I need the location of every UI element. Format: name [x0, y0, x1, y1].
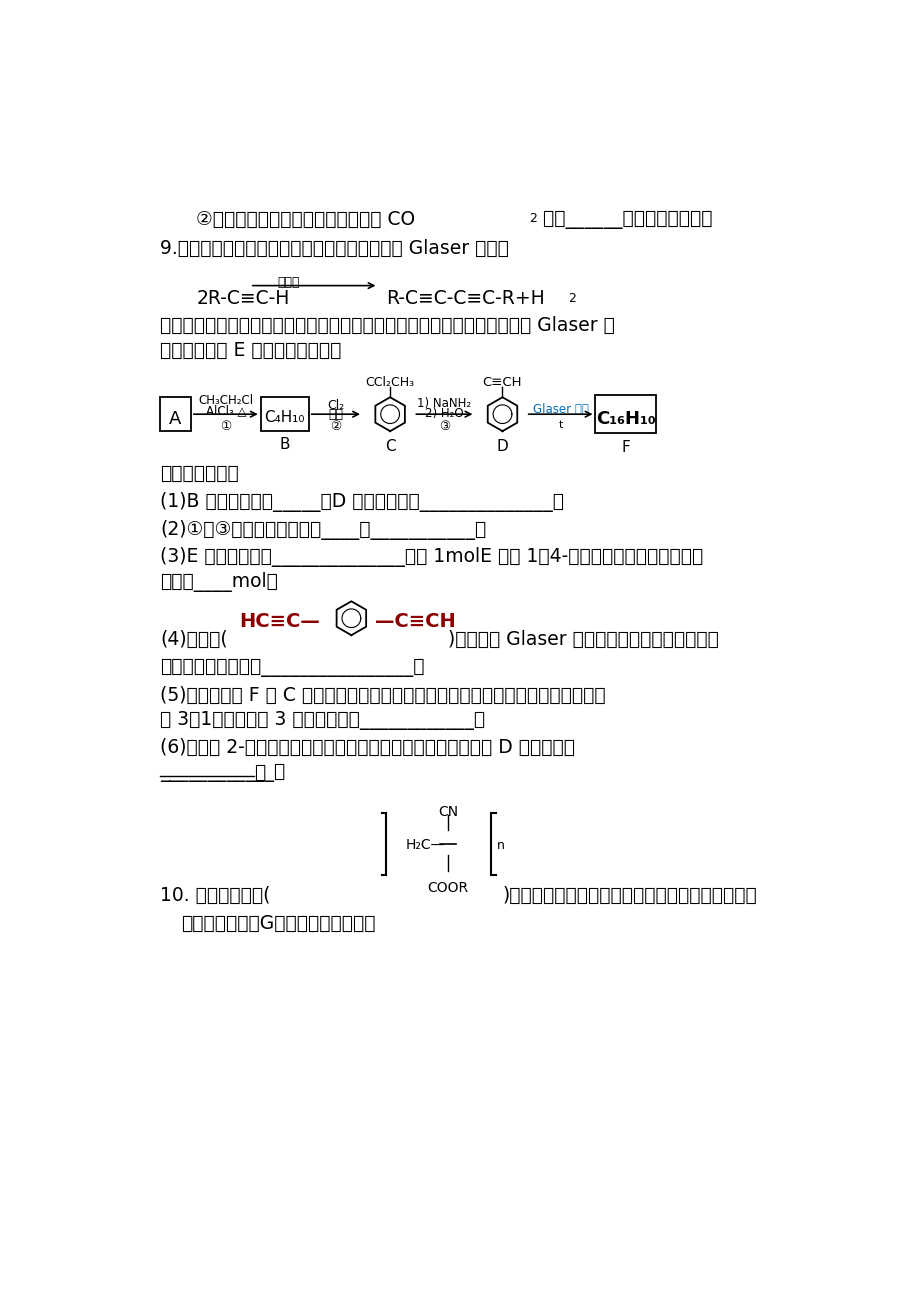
Bar	[160, 397, 191, 431]
Text: 应制备化合物 E 的一种合成路线：: 应制备化合物 E 的一种合成路线：	[160, 341, 341, 361]
Text: 反应的化学方程式为________________。: 反应的化学方程式为________________。	[160, 659, 424, 677]
Text: ②: ②	[330, 421, 341, 434]
Text: B: B	[279, 437, 289, 452]
Text: CCl₂CH₃: CCl₂CH₃	[365, 376, 414, 389]
Text: H₂C—: H₂C—	[405, 837, 445, 852]
Text: ①: ①	[220, 421, 232, 434]
Text: (3)E 的结构简式为______________。用 1molE 合成 1，4-二苯基丁炔，理论上需要消: (3)E 的结构简式为______________。用 1molE 合成 1，4…	[160, 547, 702, 568]
Text: D: D	[496, 439, 508, 454]
Bar	[595, 395, 655, 434]
Text: CH₃CH₂Cl: CH₃CH₂Cl	[199, 395, 253, 408]
Text: 氰基丙烯酸酯（G）的合成路线如下：: 氰基丙烯酸酯（G）的合成路线如下：	[181, 914, 375, 934]
Text: CN: CN	[437, 806, 458, 819]
Text: 2: 2	[568, 292, 575, 305]
Text: (1)B 的结构简式为_____，D 的化学名称为______________。: (1)B 的结构简式为_____，D 的化学名称为______________。	[160, 492, 563, 512]
Text: 1) NaNH₂: 1) NaNH₂	[417, 397, 471, 410]
Text: (6)写出用 2-苯基乙醇为原料（其他无机试剂任选）制备化合物 D 的合成路线: (6)写出用 2-苯基乙醇为原料（其他无机试剂任选）制备化合物 D 的合成路线	[160, 738, 574, 758]
Text: Cl₂: Cl₂	[327, 398, 344, 411]
Text: C₄H₁₀: C₄H₁₀	[264, 410, 304, 424]
Text: 。: 。	[255, 763, 266, 783]
Text: HC≡C—: HC≡C—	[239, 612, 320, 631]
Text: n: n	[496, 840, 505, 853]
Text: 10. 氰基丙烯酸酯(: 10. 氰基丙烯酸酯(	[160, 887, 270, 905]
Text: (2)①和③的反应类型分别为____、___________。: (2)①和③的反应类型分别为____、___________。	[160, 519, 485, 540]
Text: 光照: 光照	[328, 408, 343, 421]
Text: (4)化合物(: (4)化合物(	[160, 630, 228, 648]
Text: 该反应在研究新狭发光材料、超分了化学等方面具有重要价值。下面是利用 Glaser 反: 该反应在研究新狭发光材料、超分了化学等方面具有重要价值。下面是利用 Glaser…	[160, 316, 614, 336]
Text: F: F	[620, 440, 630, 454]
Text: t: t	[558, 421, 562, 431]
Text: Glaser 反应: Glaser 反应	[532, 404, 588, 417]
Text: C≡CH: C≡CH	[482, 376, 522, 389]
Text: )也可发生 Glaser 偶联反应生成聚合物，该聚合: )也可发生 Glaser 偶联反应生成聚合物，该聚合	[448, 630, 719, 648]
Bar	[260, 397, 309, 431]
Text: ____________。: ____________。	[160, 763, 285, 783]
Text: ②能够与饱和碳酸氢钠溶液反应放出 CO: ②能够与饱和碳酸氢钠溶液反应放出 CO	[196, 210, 415, 229]
Text: 耗氢气____mol。: 耗氢气____mol。	[160, 572, 278, 592]
Text: 2R-C≡C-H: 2R-C≡C-H	[196, 289, 289, 309]
Text: C₁₆H₁₀: C₁₆H₁₀	[596, 410, 655, 427]
Text: 2: 2	[528, 212, 536, 225]
Text: ③: ③	[438, 421, 449, 434]
Text: —C≡CH: —C≡CH	[374, 612, 455, 631]
Text: A: A	[169, 410, 181, 427]
Text: 9.端炔烃在催化剂存在下可发生偶联反应，成为 Glaser 反应。: 9.端炔烃在催化剂存在下可发生偶联反应，成为 Glaser 反应。	[160, 240, 508, 258]
Text: (5)芳香化合物 F 是 C 的同分异构体，其分子中只有两种不同化学环境的氢，数目比: (5)芳香化合物 F 是 C 的同分异构体，其分子中只有两种不同化学环境的氢，数…	[160, 686, 605, 704]
Text: R-C≡C-C≡C-R+H: R-C≡C-C≡C-R+H	[386, 289, 544, 309]
Text: 的是______（写结构简式）。: 的是______（写结构简式）。	[537, 210, 712, 229]
Text: 为 3：1，写出其中 3 种的结构简式____________。: 为 3：1，写出其中 3 种的结构简式____________。	[160, 711, 484, 729]
Text: )在碱性条件下能快速聚合，从而具有胶黏性，某种: )在碱性条件下能快速聚合，从而具有胶黏性，某种	[502, 887, 756, 905]
Text: AlCl₃ △: AlCl₃ △	[205, 404, 245, 417]
Text: 回答下列问题：: 回答下列问题：	[160, 465, 238, 483]
Text: 2) H₂O: 2) H₂O	[425, 408, 463, 421]
Text: 催化剂: 催化剂	[277, 276, 300, 289]
Text: COOR: COOR	[427, 881, 469, 894]
Text: C: C	[384, 439, 395, 454]
